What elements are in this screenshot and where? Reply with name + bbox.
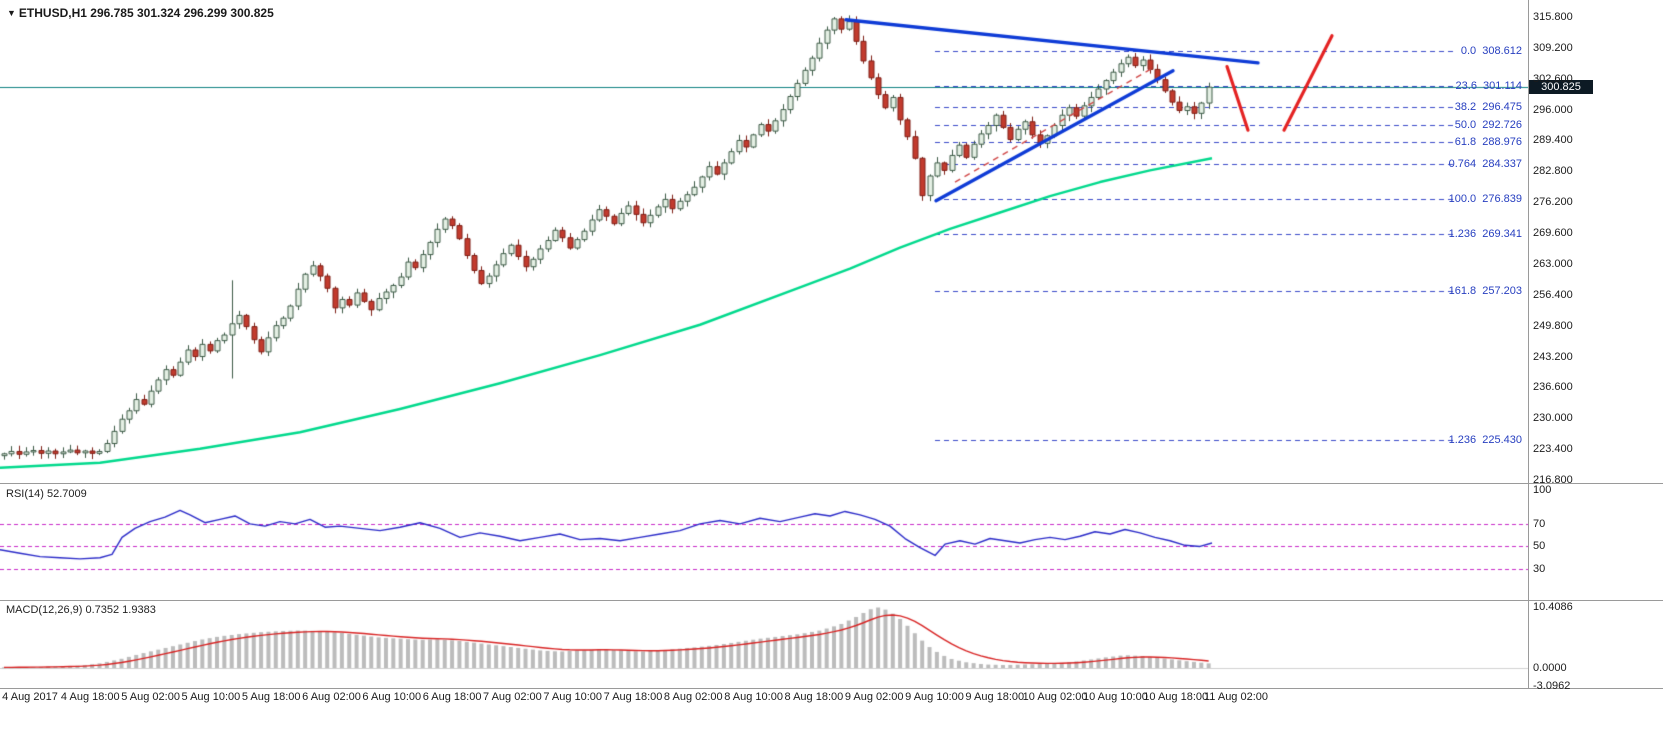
rsi-axis-label: 30 — [1533, 563, 1546, 575]
price-axis-label: 296.000 — [1533, 103, 1573, 116]
macd-indicator-label: MACD(12,26,9) 0.7352 1.9383 — [6, 604, 156, 616]
rsi-indicator-label: RSI(14) 52.7009 — [6, 488, 87, 500]
fib-level-label: 50.0 292.726 — [1454, 118, 1522, 131]
time-axis-label: 6 Aug 10:00 — [362, 691, 422, 703]
fib-level-label: 161.8 257.203 — [1448, 285, 1522, 298]
time-axis-label: 10 Aug 10:00 — [1082, 691, 1148, 703]
price-axis-label: 309.200 — [1533, 41, 1573, 54]
time-axis-label: 9 Aug 10:00 — [905, 691, 964, 703]
macd-axis-label: -3.0962 — [1533, 680, 1571, 693]
time-axis-label: 6 Aug 02:00 — [302, 691, 361, 703]
time-axis-label: 9 Aug 18:00 — [965, 691, 1025, 703]
fib-level-label: 1.236 269.341 — [1448, 228, 1522, 241]
time-axis-label: 9 Aug 02:00 — [844, 691, 904, 703]
time-axis-separator — [0, 688, 1663, 689]
rsi-axis-label: 50 — [1533, 540, 1546, 553]
rsi-panel-canvas[interactable] — [0, 484, 1528, 600]
panel-separator-macd[interactable] — [0, 600, 1663, 601]
macd-panel-canvas[interactable] — [0, 601, 1528, 688]
time-axis-label: 8 Aug 18:00 — [784, 691, 844, 703]
fib-level-label: 100.0 276.839 — [1448, 193, 1522, 206]
time-axis-label: 5 Aug 10:00 — [181, 691, 241, 703]
price-axis-label: 236.600 — [1533, 381, 1573, 394]
price-axis-label: 243.200 — [1533, 350, 1573, 363]
chart-dropdown-icon: ▼ — [7, 8, 16, 18]
time-axis-label: 7 Aug 02:00 — [483, 691, 542, 703]
fib-level-label: 61.8 288.976 — [1454, 136, 1522, 149]
time-axis-label: 5 Aug 18:00 — [241, 691, 301, 703]
price-axis-label: 315.800 — [1533, 11, 1573, 23]
price-axis-separator — [1528, 0, 1529, 688]
macd-axis-label: 0.0000 — [1533, 662, 1567, 674]
price-chart-canvas[interactable] — [0, 0, 1528, 483]
fib-level-label: 1.236 225.430 — [1448, 433, 1522, 446]
time-axis-label: 8 Aug 10:00 — [724, 691, 783, 703]
price-axis-label: 223.400 — [1533, 443, 1573, 456]
time-axis-label: 4 Aug 18:00 — [60, 691, 120, 703]
time-axis-label: 6 Aug 18:00 — [422, 691, 482, 703]
fib-level-label: 0.764 284.337 — [1448, 158, 1522, 171]
fib-level-label: 23.6 301.114 — [1455, 79, 1522, 92]
time-axis-label: 11 Aug 02:00 — [1203, 691, 1269, 703]
price-axis-label: 302.600 — [1533, 72, 1573, 85]
macd-axis-label: 10.4086 — [1533, 601, 1573, 613]
price-axis-label: 289.400 — [1533, 134, 1573, 147]
price-axis-label: 249.800 — [1533, 319, 1573, 332]
time-axis-label: 7 Aug 10:00 — [543, 691, 603, 703]
time-axis-label: 7 Aug 18:00 — [603, 691, 663, 703]
time-axis-label: 10 Aug 02:00 — [1022, 691, 1088, 703]
fib-level-label: 38.2 296.475 — [1454, 101, 1522, 114]
time-axis-label: 10 Aug 18:00 — [1143, 691, 1209, 703]
price-axis-label: 216.800 — [1533, 474, 1573, 486]
time-axis-label: 8 Aug 02:00 — [663, 691, 723, 703]
current-price-tag: 300.825 — [1529, 80, 1593, 95]
symbol-ohlc-text: ETHUSD,H1 296.785 301.324 296.299 300.82… — [18, 6, 274, 20]
symbol-ohlc-readout: ▼ ETHUSD,H1 296.785 301.324 296.299 300.8… — [7, 6, 274, 20]
price-axis-label: 256.400 — [1533, 288, 1573, 301]
panel-separator-rsi[interactable] — [0, 483, 1663, 484]
time-axis-label: 4 Aug 2017 — [2, 691, 58, 703]
price-axis-label: 230.000 — [1533, 412, 1573, 425]
price-axis-label: 269.600 — [1533, 227, 1573, 240]
rsi-axis-label: 70 — [1533, 517, 1546, 530]
price-axis-label: 276.200 — [1533, 196, 1573, 209]
time-axis-label: 5 Aug 02:00 — [121, 691, 180, 703]
fib-level-label: 0.0 308.612 — [1460, 44, 1522, 57]
price-axis-label: 282.800 — [1533, 165, 1573, 178]
price-axis-label: 263.000 — [1533, 257, 1573, 270]
rsi-axis-label: 100 — [1533, 484, 1552, 496]
